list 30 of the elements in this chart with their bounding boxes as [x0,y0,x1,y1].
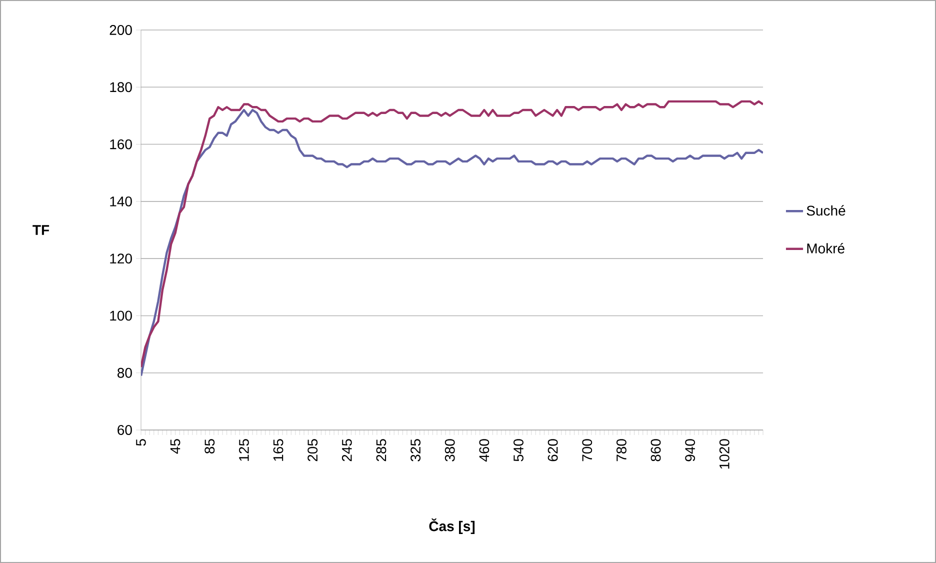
x-tick-label: 165 [273,439,284,461]
y-axis-title: TF [32,225,50,235]
x-tick-label: 205 [308,439,318,462]
x-tick-label: 540 [514,439,524,462]
x-tick-label: 940 [685,439,696,462]
y-tick-label: 180 [110,82,132,92]
y-tick-label: 160 [110,139,132,150]
x-tick-label: 285 [376,439,386,462]
x-axis-title: Čas [s] [429,518,475,534]
y-tick-label: 100 [110,310,132,321]
x-tick-label: 780 [616,439,626,462]
x-tick-label: 5 [136,439,146,446]
x-tick-label: 245 [342,439,352,462]
x-tick-label: 620 [548,439,558,462]
y-tick-label: 140 [110,196,132,206]
x-tick-label: 45 [170,439,180,454]
y-tick-label: 120 [110,254,132,264]
x-tick-label: 860 [650,439,661,462]
x-tick-label: 380 [444,439,455,462]
x-tick-label: 460 [479,439,490,462]
y-tick-label: 80 [118,368,132,378]
legend-label: Mokré [807,242,844,254]
x-tick-label: 85 [204,439,215,454]
x-tick-label: 325 [410,439,421,462]
x-tick-label: 125 [238,439,249,461]
legend-label: Suché [806,205,846,216]
y-tick-label: 60 [118,425,132,435]
x-tick-label: 700 [582,439,592,462]
y-tick-label: 200 [110,25,132,35]
x-tick-label: 1020 [719,439,730,469]
